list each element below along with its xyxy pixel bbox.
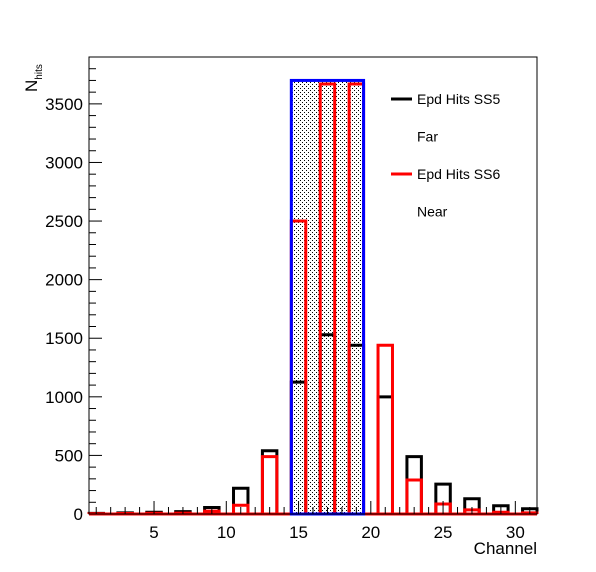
y-tick-label-3000: 3000	[45, 153, 83, 172]
highlight-region-fill	[291, 80, 364, 514]
x-tick-label-25: 25	[434, 523, 453, 542]
x-tick-label-20: 20	[361, 523, 380, 542]
y-tick-label-1000: 1000	[45, 388, 83, 407]
y-axis-title-subscript: hits	[34, 64, 45, 80]
x-tick-label-5: 5	[149, 523, 158, 542]
bar-epd-hits-ss5-ch27	[463, 497, 481, 514]
legend-label-epd-hits-ss6: Epd Hits SS6	[417, 166, 500, 182]
bar-epd-hits-ss5-ch23	[405, 455, 423, 514]
bar-epd-hits-ss5-ch21	[376, 395, 394, 514]
y-axis-title: Nhits	[22, 64, 45, 92]
y-tick-label-0: 0	[74, 505, 83, 524]
y-tick-label-2500: 2500	[45, 212, 83, 231]
x-tick-label-30: 30	[506, 523, 525, 542]
legend-label-far: Far	[417, 129, 438, 145]
bar-epd-hits-ss5-ch29	[492, 504, 510, 514]
y-tick-label-3500: 3500	[45, 95, 83, 114]
bar-epd-hits-ss6-ch13	[260, 455, 279, 514]
bar-epd-hits-ss5-ch11	[232, 486, 250, 514]
bar-epd-hits-ss5-ch25	[434, 482, 452, 514]
bar-epd-hits-ss5-ch13	[260, 449, 279, 514]
x-tick-label-10: 10	[217, 523, 236, 542]
bar-epd-hits-ss6-ch11	[232, 503, 250, 514]
bar-epd-hits-ss6-ch21	[376, 343, 394, 514]
x-axis-title: Channel	[474, 539, 537, 558]
legend-label-near: Near	[417, 204, 448, 220]
y-tick-label-2000: 2000	[45, 271, 83, 290]
y-tick-label-500: 500	[55, 446, 83, 465]
x-tick-label-15: 15	[289, 523, 308, 542]
bar-epd-hits-ss6-ch17	[318, 82, 337, 514]
bar-epd-hits-ss6-ch23	[405, 478, 423, 514]
y-tick-label-1500: 1500	[45, 329, 83, 348]
y-axis-title-main: N	[22, 80, 41, 92]
legend-label-epd-hits-ss5: Epd Hits SS5	[417, 91, 500, 107]
